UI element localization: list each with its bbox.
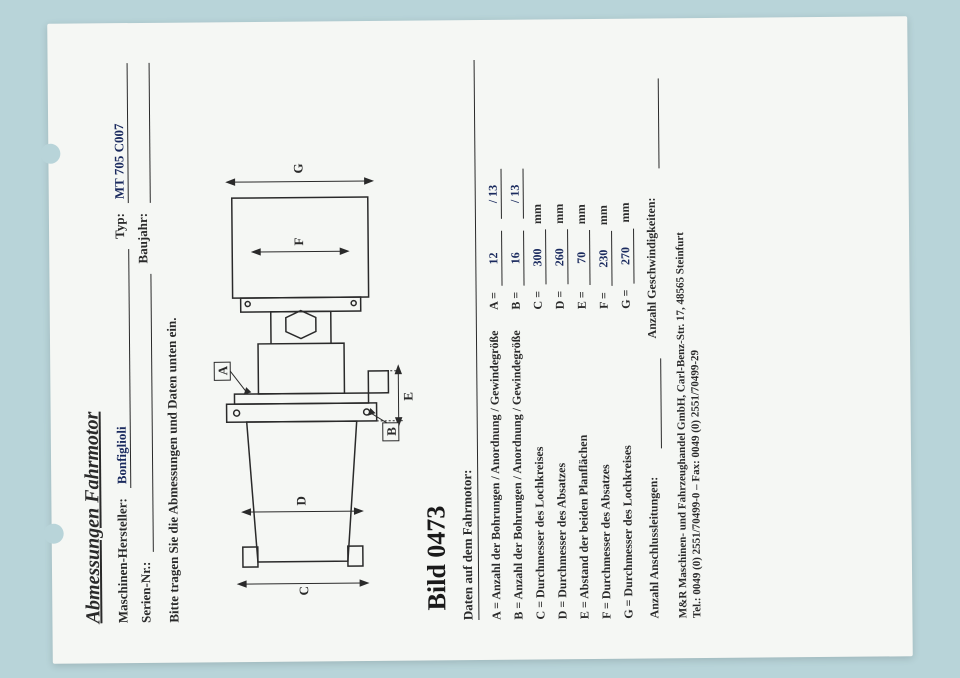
spec-unit: mm bbox=[574, 204, 589, 224]
spec-unit: mm bbox=[618, 202, 633, 222]
spec-extra: / 13 bbox=[508, 169, 524, 219]
svg-text:F: F bbox=[291, 238, 306, 246]
connections-label: Anzahl Anschlussleitungen: bbox=[646, 448, 663, 618]
paper-sheet: Abmessungen Fahrmotor Maschinen-Herstell… bbox=[47, 16, 913, 663]
svg-text:E: E bbox=[400, 392, 415, 401]
svg-text:G: G bbox=[290, 163, 305, 173]
spec-eq: C = bbox=[531, 291, 546, 310]
manufacturer-label: Maschinen-Hersteller: bbox=[114, 498, 132, 623]
data-section-title: Daten auf dem Fahrmotor: bbox=[456, 60, 480, 620]
header-row-2: Serien-Nr.: Baujahr: bbox=[134, 63, 155, 623]
instruction-text: Bitte tragen Sie die Abmessungen und Dat… bbox=[162, 63, 183, 623]
svg-text:D: D bbox=[293, 496, 308, 506]
spec-unit: mm bbox=[596, 205, 611, 225]
type-value: MT 705 C007 bbox=[111, 63, 129, 203]
spec-label: C = Durchmesser des Lochkreises bbox=[531, 309, 549, 619]
spec-label: G = Durchmesser des Lochkreises bbox=[619, 309, 637, 619]
serial-label: Serien-Nr.: bbox=[138, 562, 155, 623]
spec-value: 16 bbox=[508, 231, 524, 286]
type-label: Typ: bbox=[112, 213, 129, 239]
spec-eq: G = bbox=[619, 289, 634, 308]
specs-list: A = Anzahl der Bohrungen / Anordnung / G… bbox=[485, 59, 638, 620]
svg-text:C: C bbox=[296, 586, 311, 596]
bottom-row: Anzahl Anschlussleitungen: Anzahl Geschw… bbox=[643, 58, 664, 618]
spec-unit: mm bbox=[530, 204, 545, 224]
spec-value: 70 bbox=[574, 230, 590, 285]
page-title: Abmessungen Fahrmotor bbox=[78, 63, 106, 623]
spec-unit: mm bbox=[552, 204, 567, 224]
serial-value bbox=[135, 273, 153, 551]
svg-text:A: A bbox=[215, 365, 230, 375]
spec-extra: / 13 bbox=[486, 169, 502, 219]
spec-eq: E = bbox=[575, 291, 590, 309]
technical-diagram: C D E F bbox=[184, 61, 419, 623]
spec-row: B = Anzahl der Bohrungen / Anordnung / G… bbox=[507, 60, 528, 620]
spec-row: E = Abstand der beiden PlanflächenE = 70 m… bbox=[573, 59, 594, 619]
spec-label: B = Anzahl der Bohrungen / Anordnung / G… bbox=[509, 310, 527, 620]
spec-eq: B = bbox=[509, 292, 524, 310]
spec-label: A = Anzahl der Bohrungen / Anordnung / G… bbox=[487, 310, 505, 620]
year-value bbox=[134, 63, 151, 203]
spec-row: C = Durchmesser des LochkreisesC = 300 mm bbox=[529, 59, 550, 619]
spec-value: 12 bbox=[486, 231, 502, 286]
footer-line-2: Tel.: 0049 (0) 2551/70499-0 – Fax: 0049 … bbox=[687, 58, 704, 618]
manufacturer-value: Bonfiglioli bbox=[112, 249, 131, 488]
spec-value: 230 bbox=[596, 231, 612, 286]
spec-eq: F = bbox=[597, 292, 612, 309]
spec-value: 300 bbox=[530, 230, 546, 285]
spec-label: D = Durchmesser des Absatzes bbox=[553, 309, 571, 619]
footer: M&R Maschinen- und Fahrzeughandel GmbH, … bbox=[673, 58, 704, 618]
svg-text:B: B bbox=[384, 427, 399, 436]
spec-value: 270 bbox=[618, 228, 634, 283]
year-label: Baujahr: bbox=[135, 213, 151, 264]
spec-row: D = Durchmesser des AbsatzesD = 260 mm bbox=[551, 59, 572, 619]
document-content: Abmessungen Fahrmotor Maschinen-Herstell… bbox=[47, 16, 913, 663]
spec-eq: D = bbox=[553, 291, 568, 310]
spec-value: 260 bbox=[552, 230, 568, 285]
header-row-1: Maschinen-Hersteller: Bonfiglioli Typ: M… bbox=[111, 63, 133, 623]
spec-row: G = Durchmesser des LochkreisesG = 270 mm bbox=[617, 59, 638, 619]
spec-eq: A = bbox=[487, 292, 502, 310]
spec-row: A = Anzahl der Bohrungen / Anordnung / G… bbox=[485, 60, 506, 620]
spec-row: F = Durchmesser des AbsatzesF = 230 mm bbox=[595, 59, 616, 619]
spec-label: E = Abstand der beiden Planflächen bbox=[575, 309, 593, 619]
spec-label: F = Durchmesser des Absatzes bbox=[597, 309, 615, 619]
handwritten-note: Bild 0473 bbox=[418, 60, 453, 610]
speeds-label: Anzahl Geschwindigkeiten: bbox=[644, 168, 661, 338]
connections-value bbox=[645, 358, 662, 448]
speeds-value bbox=[643, 78, 660, 168]
